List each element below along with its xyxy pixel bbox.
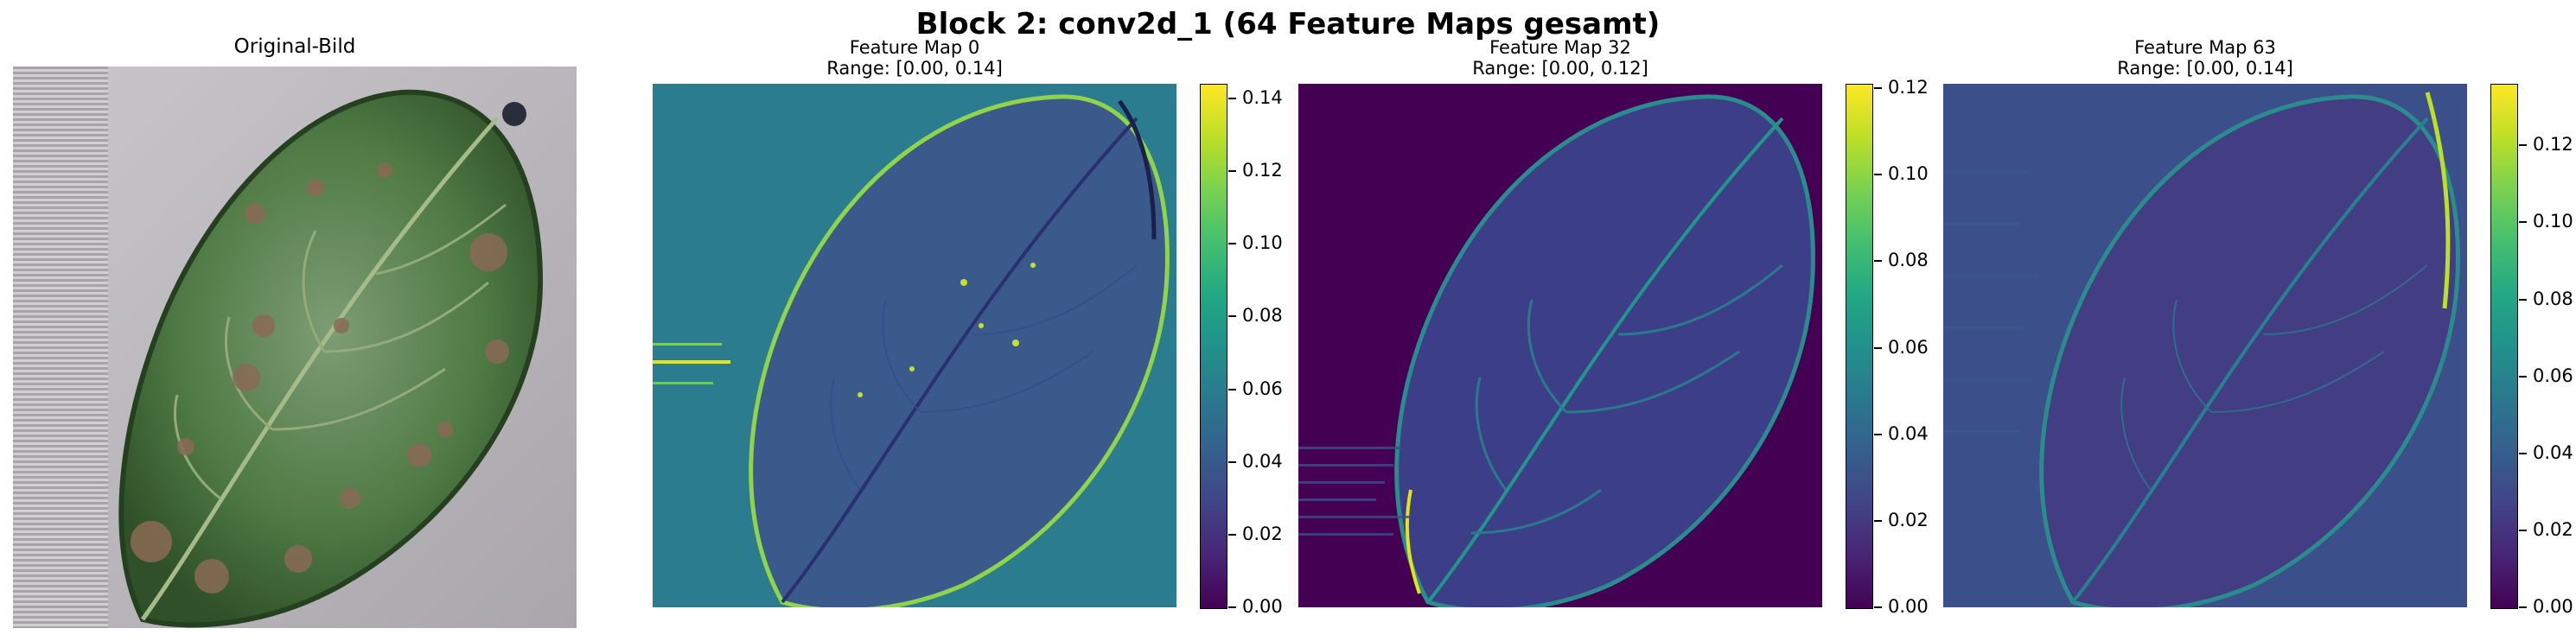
colorbar-tick-label: 0.08 bbox=[1242, 305, 1283, 327]
original-title: Original-Bild bbox=[233, 35, 356, 58]
colorbar-tick-mark bbox=[1874, 433, 1882, 435]
colorbar-tick-mark bbox=[1874, 260, 1882, 263]
colorbar-tick-mark bbox=[2519, 375, 2527, 378]
colorbar-tick-mark bbox=[1228, 606, 1236, 608]
colorbar-tick-label: 0.02 bbox=[2533, 518, 2573, 540]
feature-map-63-image bbox=[1943, 84, 2467, 607]
colorbar-tick-mark bbox=[1228, 243, 1236, 245]
colorbar-tick-mark bbox=[1874, 346, 1882, 349]
colorbar-tick-label: 0.12 bbox=[1242, 160, 1283, 181]
colorbar-tick-mark bbox=[2519, 452, 2527, 454]
colorbar-tick-label: 0.08 bbox=[2533, 288, 2573, 309]
feature-map-32-title: Feature Map 32 bbox=[1489, 37, 1631, 58]
colorbar-tick-label: 0.06 bbox=[1888, 336, 1929, 358]
colorbar-tick-label: 0.06 bbox=[2533, 365, 2573, 386]
colorbar-tick-label: 0.10 bbox=[1888, 163, 1929, 185]
colorbar-tick-label: 0.00 bbox=[1888, 596, 1929, 617]
colorbar-tick-mark bbox=[2519, 606, 2527, 608]
feature-map-0-image bbox=[653, 84, 1176, 607]
colorbar-tick-mark bbox=[2519, 298, 2527, 301]
colorbar-tick-mark bbox=[1874, 174, 1882, 176]
original-leaf-image bbox=[13, 67, 577, 628]
colorbar-tick-label: 0.00 bbox=[2533, 596, 2573, 617]
feature-map-63-colorbar bbox=[2490, 84, 2518, 609]
colorbar-tick-mark bbox=[1228, 315, 1236, 318]
colorbar-tick-label: 0.10 bbox=[2533, 211, 2573, 232]
colorbar-tick-mark bbox=[2519, 144, 2527, 147]
feature-map-0-range: Range: [0.00, 0.14] bbox=[826, 58, 1003, 79]
colorbar-tick-label: 0.02 bbox=[1888, 509, 1929, 530]
colorbar-tick-mark bbox=[1228, 533, 1236, 536]
colorbar-tick-label: 0.04 bbox=[2533, 441, 2573, 463]
colorbar-tick-label: 0.10 bbox=[1242, 232, 1283, 254]
feature-map-0-title: Feature Map 0 bbox=[849, 37, 980, 58]
colorbar-tick-label: 0.12 bbox=[1888, 77, 1929, 98]
colorbar-tick-label: 0.14 bbox=[1242, 86, 1283, 108]
figure-title: Block 2: conv2d_1 (64 Feature Maps gesam… bbox=[915, 7, 1661, 41]
colorbar-tick-mark bbox=[1874, 87, 1882, 89]
colorbar-tick-mark bbox=[2519, 529, 2527, 531]
colorbar-tick-label: 0.12 bbox=[2533, 134, 2573, 155]
colorbar-tick-label: 0.00 bbox=[1242, 596, 1283, 617]
colorbar-tick-label: 0.04 bbox=[1888, 422, 1929, 444]
colorbar-tick-label: 0.04 bbox=[1242, 450, 1283, 472]
colorbar-tick-label: 0.02 bbox=[1242, 523, 1283, 544]
colorbar-tick-mark bbox=[1228, 170, 1236, 172]
colorbar-tick-mark bbox=[1874, 519, 1882, 522]
colorbar-tick-label: 0.06 bbox=[1242, 378, 1283, 399]
colorbar-tick-mark bbox=[1228, 388, 1236, 390]
colorbar-tick-mark bbox=[1228, 460, 1236, 463]
feature-map-63-title: Feature Map 63 bbox=[2134, 37, 2276, 58]
colorbar-tick-label: 0.08 bbox=[1888, 250, 1929, 271]
colorbar-tick-mark bbox=[2519, 221, 2527, 224]
feature-map-63-range: Range: [0.00, 0.14] bbox=[2117, 58, 2293, 79]
feature-map-32-range: Range: [0.00, 0.12] bbox=[1472, 58, 1648, 79]
colorbar-tick-mark bbox=[1228, 97, 1236, 99]
feature-map-32-colorbar bbox=[1846, 84, 1873, 609]
colorbar-tick-mark bbox=[1874, 606, 1882, 608]
feature-map-32-image bbox=[1298, 84, 1822, 607]
feature-map-0-colorbar bbox=[1200, 84, 1227, 609]
